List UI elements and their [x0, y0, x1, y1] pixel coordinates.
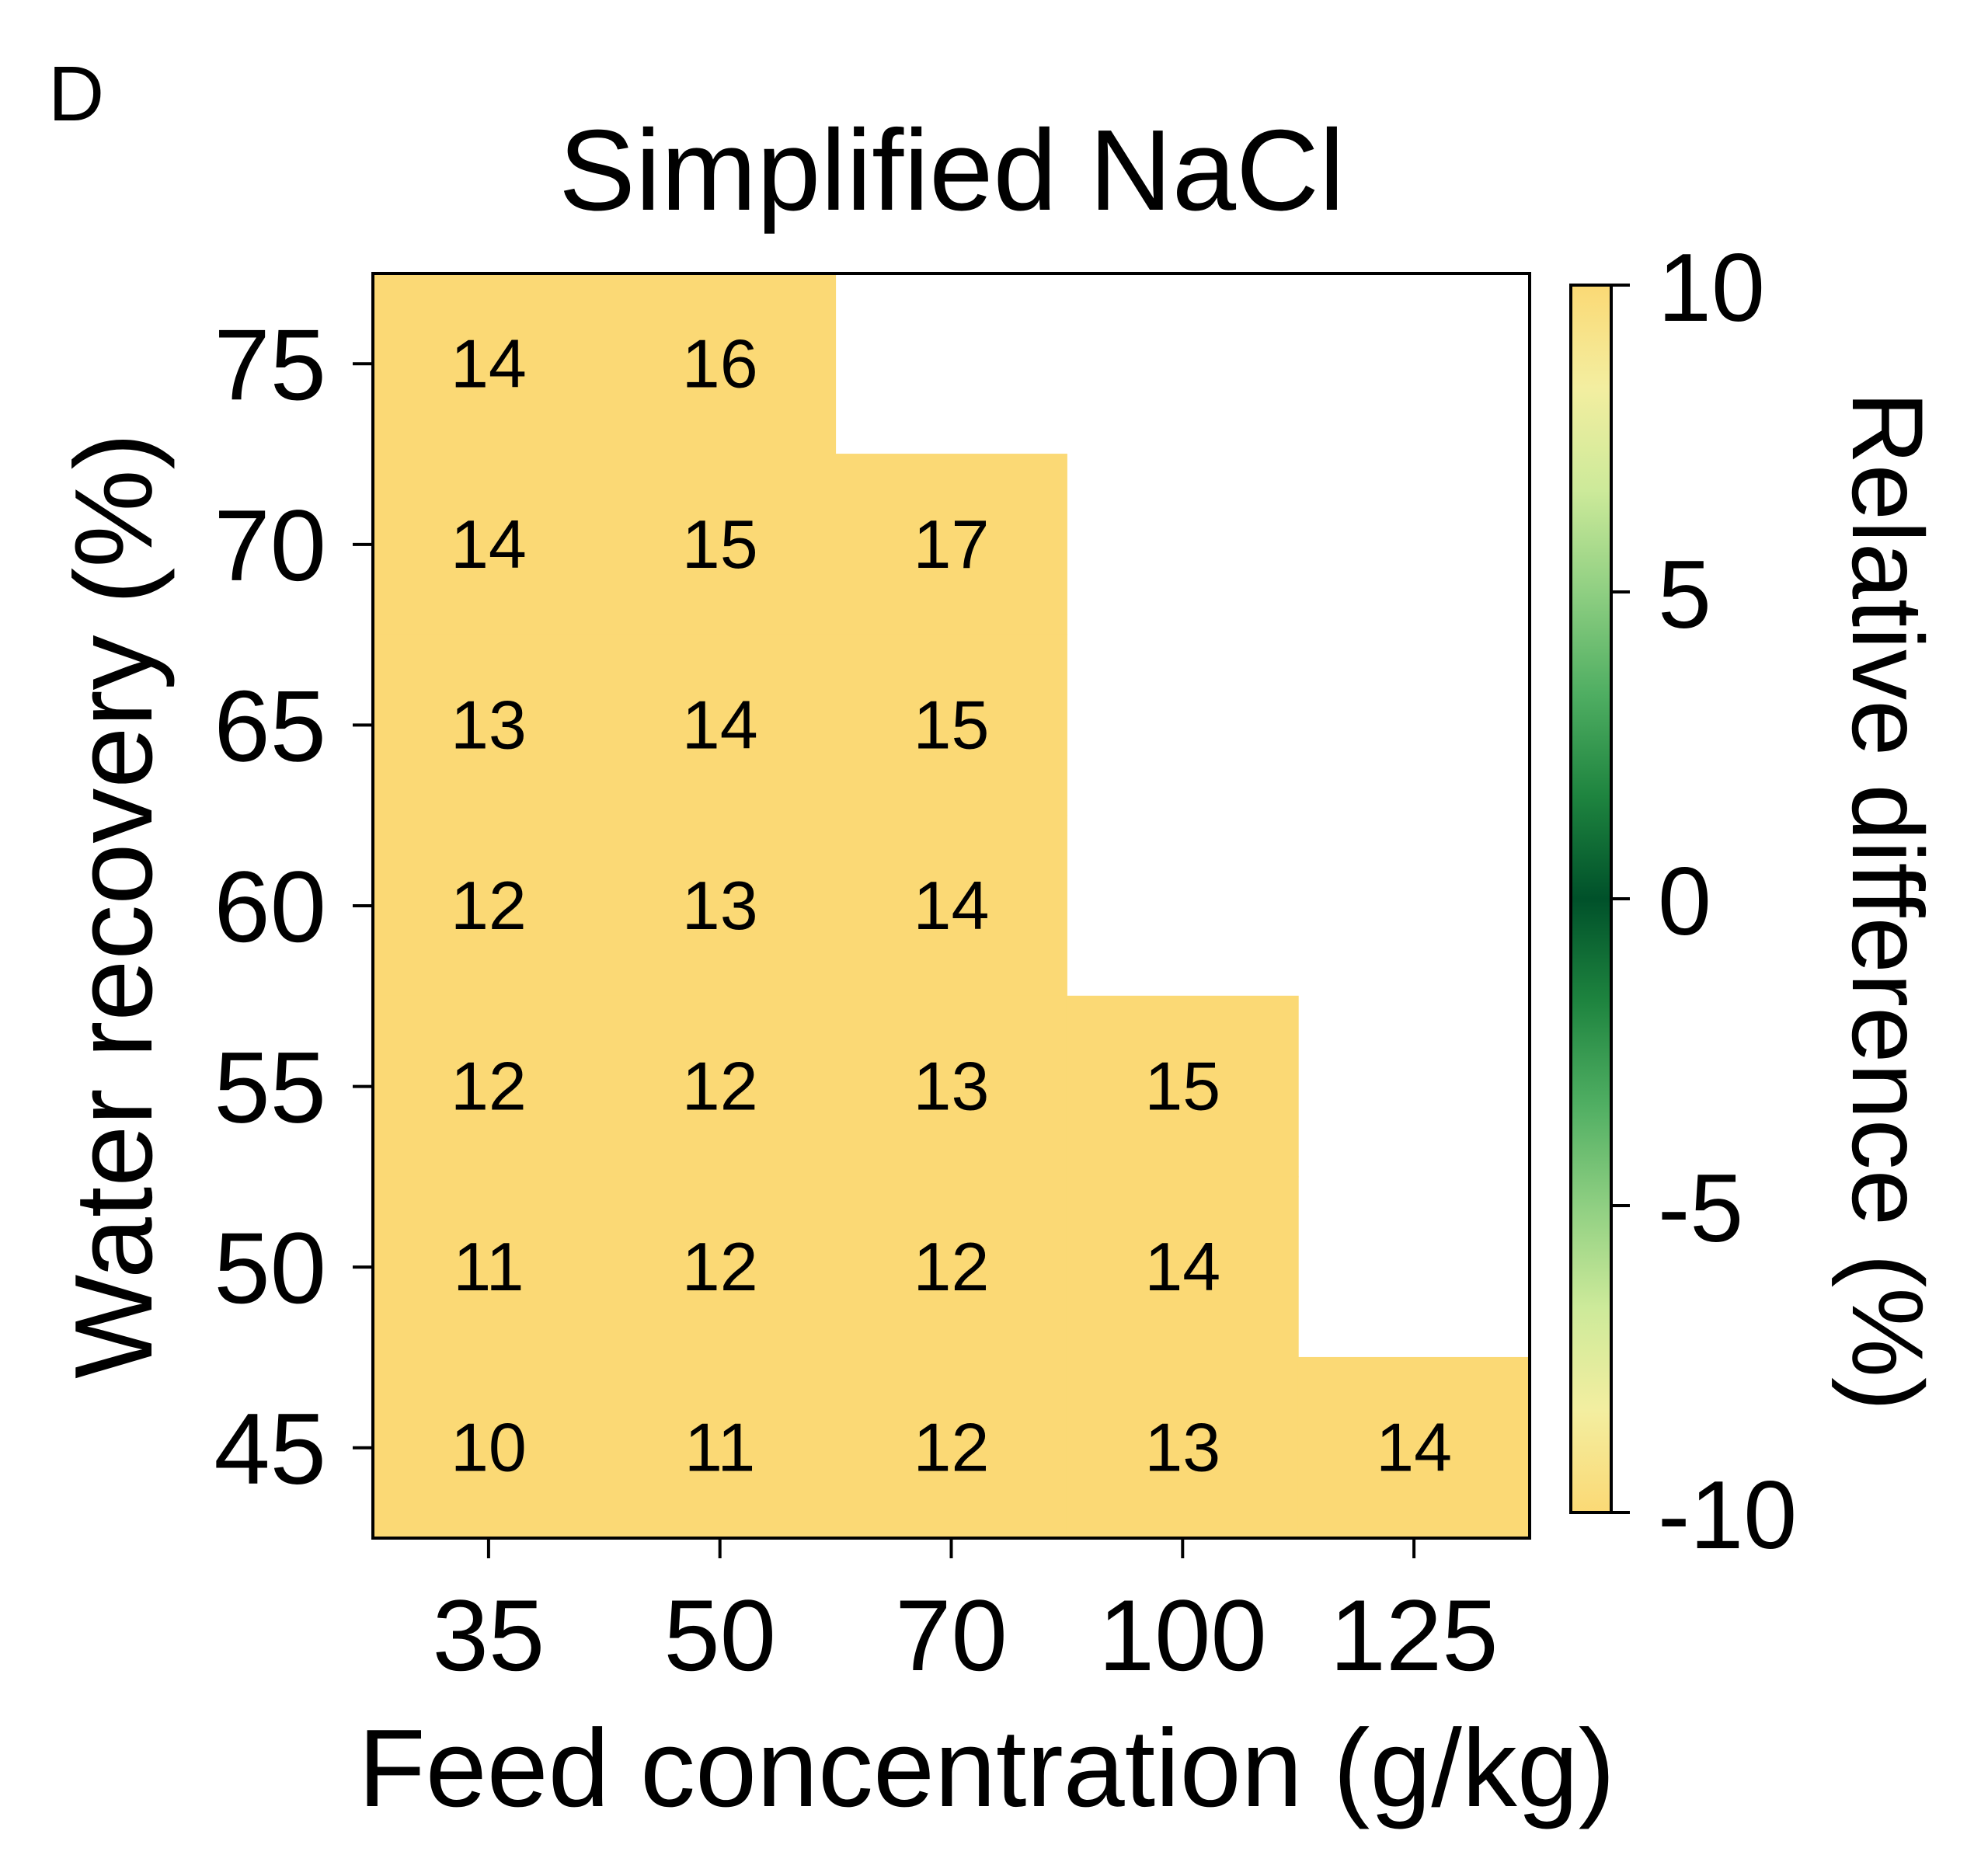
heatmap-cell	[372, 454, 605, 635]
x-tick-label: 70	[895, 1578, 1008, 1692]
y-tick-label: 50	[214, 1211, 326, 1324]
cell-value-label: 12	[451, 1048, 527, 1125]
heatmap-cell	[372, 1356, 605, 1539]
chart-title: Simplified NaCl	[559, 106, 1345, 235]
heatmap-cell	[372, 273, 605, 455]
heatmap-cell	[604, 815, 837, 997]
cell-value-label: 12	[914, 1409, 990, 1486]
cell-value-label: 14	[451, 506, 527, 583]
heatmap-cells	[372, 273, 1530, 1539]
y-tick-label: 60	[214, 850, 326, 963]
cell-value-label: 15	[1144, 1048, 1220, 1125]
heatmap-cell	[372, 1176, 605, 1358]
x-tick-label: 35	[433, 1578, 545, 1692]
cell-value-label: 12	[682, 1048, 758, 1125]
cell-value-label: 15	[914, 686, 990, 763]
cell-value-label: 11	[684, 1409, 755, 1486]
heatmap-cell	[604, 1356, 837, 1539]
y-axis: 45 50 55 60 65 70 75	[214, 308, 373, 1505]
heatmap-cell	[1297, 1356, 1530, 1539]
x-tick-label: 125	[1330, 1578, 1499, 1692]
heatmap-cell	[604, 273, 837, 455]
heatmap-cell	[604, 995, 837, 1178]
colorbar-ticks: 10 5 0 -5 -10	[1611, 235, 1797, 1569]
cell-value-label: 17	[914, 506, 990, 583]
colorbar-tick-label: 0	[1658, 848, 1711, 955]
heatmap-cell	[835, 995, 1067, 1178]
heatmap-cell	[604, 634, 837, 816]
cell-value-label: 14	[914, 867, 990, 944]
heatmap-cell	[1066, 1176, 1299, 1358]
cell-value-label: 14	[682, 686, 758, 763]
cell-value-label: 11	[453, 1228, 524, 1305]
x-tick-label: 100	[1098, 1578, 1267, 1692]
cell-value-label: 10	[451, 1409, 527, 1486]
heatmap-cell	[372, 634, 605, 816]
cell-value-label: 12	[914, 1228, 990, 1305]
heatmap-cell	[835, 815, 1067, 997]
y-tick-label: 45	[214, 1392, 326, 1505]
cell-value-label: 12	[451, 867, 527, 944]
cell-value-labels: 14 16 14 15 17 13 14 15 12 13 14 12 12 13 15 11 12 12 14 10…	[451, 325, 1452, 1485]
y-tick-label: 65	[214, 669, 326, 782]
x-axis: 35 50 70 100 125	[433, 1538, 1499, 1692]
heatmap-cell	[835, 454, 1067, 635]
heatmap-cell	[835, 1176, 1067, 1358]
colorbar-label: Relative difference (%)	[1831, 392, 1944, 1411]
panel-label: D	[48, 50, 104, 137]
cell-value-label: 13	[914, 1048, 990, 1125]
cell-value-label: 16	[682, 325, 758, 402]
heatmap-cell	[1066, 995, 1299, 1178]
cell-value-label: 13	[451, 686, 527, 763]
cell-value-label: 14	[1376, 1409, 1452, 1486]
y-axis-label: Water recovery (%)	[52, 433, 176, 1379]
y-tick-label: 70	[214, 489, 326, 602]
colorbar-tick-label: -10	[1658, 1462, 1797, 1569]
y-tick-label: 55	[214, 1031, 326, 1144]
colorbar-tick-label: 5	[1658, 541, 1711, 649]
cell-value-label: 14	[1144, 1228, 1220, 1305]
heatmap-cell	[372, 815, 605, 997]
colorbar-tick-label: 10	[1658, 235, 1765, 342]
cell-value-label: 14	[451, 325, 527, 402]
heatmap-cell	[372, 995, 605, 1178]
heatmap-cell	[835, 1356, 1067, 1539]
heatmap-cell	[835, 634, 1067, 816]
colorbar-tick-label: -5	[1658, 1155, 1743, 1262]
x-axis-label: Feed concentration (g/kg)	[358, 1707, 1615, 1830]
heatmap-cell	[604, 454, 837, 635]
cell-value-label: 15	[682, 506, 758, 583]
heatmap-cell	[604, 1176, 837, 1358]
colorbar	[1569, 284, 1613, 1514]
cell-value-label: 13	[682, 867, 758, 944]
cell-value-label: 12	[682, 1228, 758, 1305]
y-tick-label: 75	[214, 308, 326, 421]
x-tick-label: 50	[663, 1578, 776, 1692]
cell-value-label: 13	[1144, 1409, 1220, 1486]
heatmap-cell	[1066, 1356, 1299, 1539]
